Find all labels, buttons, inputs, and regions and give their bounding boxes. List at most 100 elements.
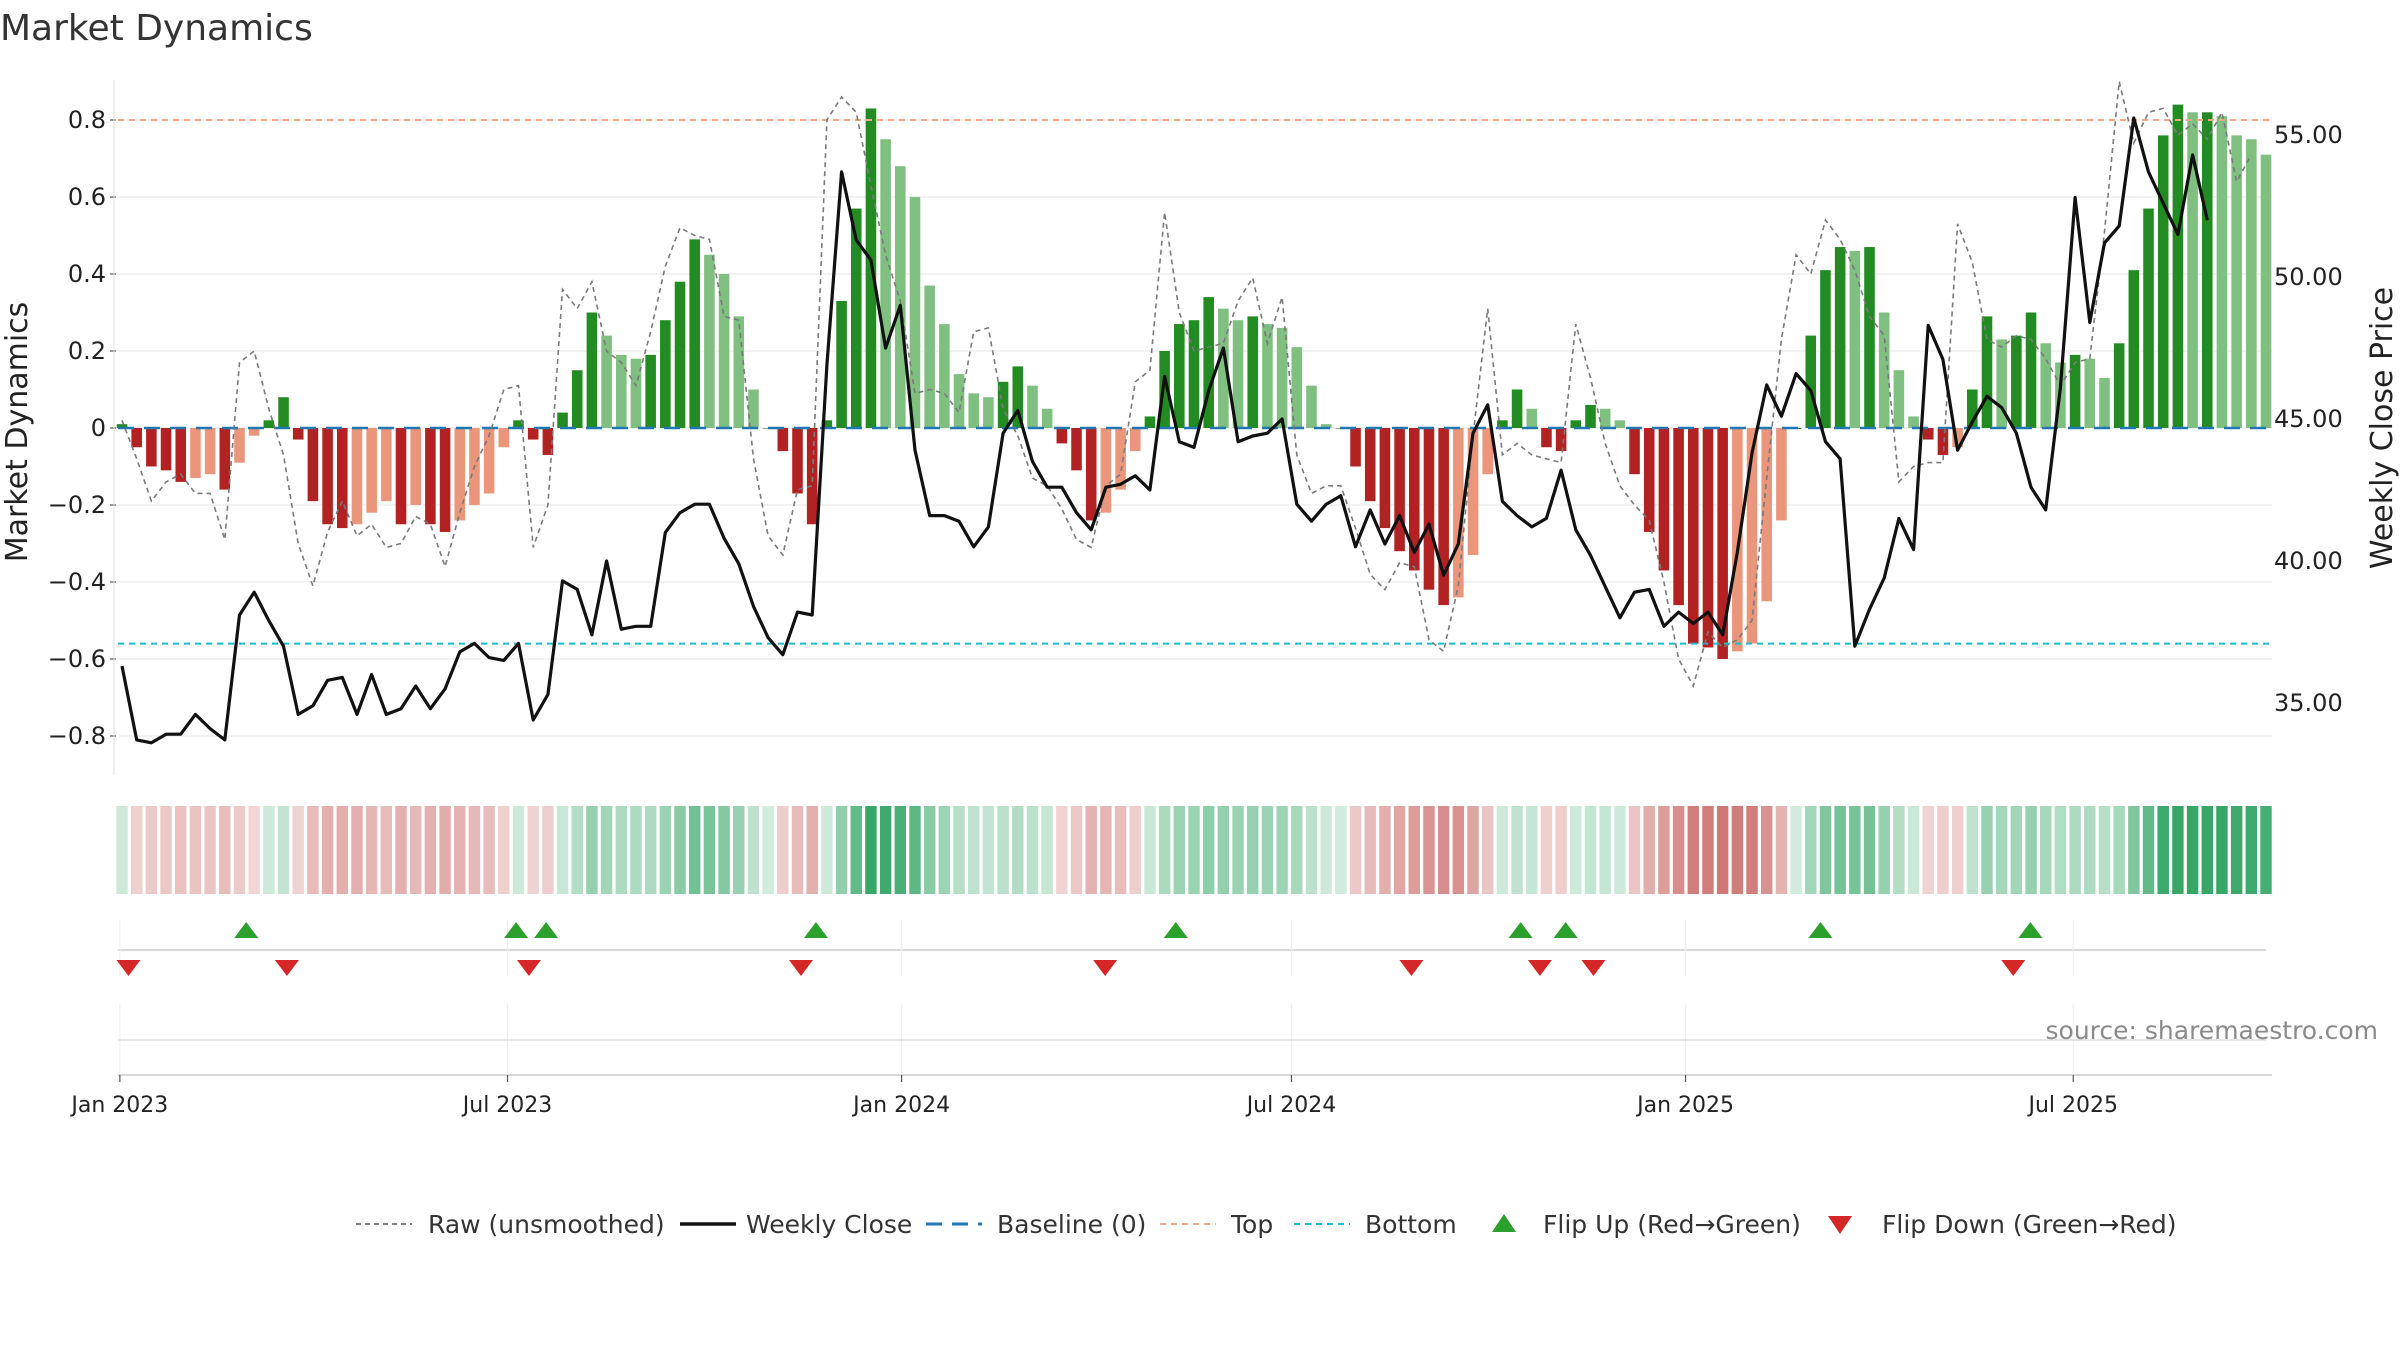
dynamics-bar xyxy=(1085,428,1097,521)
strip-cell xyxy=(189,806,202,894)
right-y-ticks: 55.00 50.00 45.00 40.00 35.00 xyxy=(2274,121,2343,717)
strip-cell xyxy=(1966,806,1979,894)
dynamics-bar xyxy=(718,274,730,428)
x-tick-label: Jan 2024 xyxy=(851,1093,950,1118)
dynamics-bar xyxy=(1350,428,1361,467)
strip-cell xyxy=(2039,806,2052,894)
dynamics-bar xyxy=(1688,428,1699,644)
x-tick-label: Jul 2024 xyxy=(1245,1093,1337,1118)
strip-cell xyxy=(2054,806,2067,894)
x-tick-label: Jan 2025 xyxy=(1635,1093,1734,1118)
strip-cell xyxy=(2245,806,2258,894)
strip-cell xyxy=(1834,806,1846,894)
strip-cell xyxy=(909,806,921,894)
dynamics-bar xyxy=(1526,408,1538,428)
strip-cell xyxy=(923,806,936,894)
strip-cell xyxy=(498,806,510,894)
dynamics-bar xyxy=(292,428,304,440)
legend-label: Flip Up (Red→Green) xyxy=(1543,1210,1801,1239)
strip-cell xyxy=(1261,806,1274,894)
strip-cell xyxy=(1349,806,1362,894)
dynamics-bar xyxy=(2231,135,2242,428)
right-y-axis-label: Weekly Close Price xyxy=(2365,287,2400,569)
dynamics-bar xyxy=(351,428,363,525)
strip-cell xyxy=(879,806,892,894)
strip-cell xyxy=(865,806,877,894)
flip-up-marker xyxy=(534,922,559,938)
dynamics-bar xyxy=(395,428,407,525)
dynamics-bar xyxy=(263,420,275,428)
strip-cell xyxy=(2260,806,2272,894)
strip-cell xyxy=(600,806,613,894)
strip-cell xyxy=(791,806,804,894)
legend-label: Bottom xyxy=(1365,1210,1457,1239)
strip-cell xyxy=(336,806,349,894)
dynamics-bar xyxy=(806,428,818,525)
strip-cell xyxy=(130,806,143,894)
dynamics-bar xyxy=(645,354,656,428)
dynamics-bar xyxy=(704,254,715,428)
dynamics-bar xyxy=(204,428,216,475)
strip-cell xyxy=(556,806,569,894)
left-y-ticks: 0.8 0.6 0.4 0.2 0 −0.2 −0.4 −0.6 −0.8 xyxy=(48,80,116,775)
flip-down-marker xyxy=(1399,960,1424,976)
dynamics-bar xyxy=(1012,366,1024,428)
dynamics-bar xyxy=(2260,154,2272,428)
strip-cell xyxy=(1555,806,1567,894)
strip-cell xyxy=(953,806,965,894)
strip-cell xyxy=(1760,806,1773,894)
dynamics-bar xyxy=(1482,428,1493,475)
dynamics-bar xyxy=(219,428,231,490)
dynamics-bar xyxy=(2216,116,2228,429)
strip-cell xyxy=(1247,806,1259,894)
strip-cell xyxy=(982,806,995,894)
legend-label: Top xyxy=(1230,1210,1273,1239)
dynamics-bar xyxy=(748,389,759,428)
strip-cell xyxy=(204,806,216,894)
source-credit: source: sharemaestro.com xyxy=(2046,1016,2379,1045)
strip-cell xyxy=(2098,806,2111,894)
flip-down-marker xyxy=(274,960,299,976)
strip-cell xyxy=(439,806,451,894)
strip-cell xyxy=(2230,806,2243,894)
strip-cell xyxy=(248,806,260,894)
legend-label: Baseline (0) xyxy=(997,1210,1146,1239)
strip-cell xyxy=(307,806,319,894)
dynamics-bar xyxy=(895,166,906,428)
dynamics-bar xyxy=(1967,389,1978,428)
dynamics-bar xyxy=(630,358,642,428)
strip-cell xyxy=(1158,806,1171,894)
dynamics-bar xyxy=(983,397,994,428)
dynamics-bar xyxy=(1555,428,1567,452)
dynamics-bar xyxy=(1320,424,1332,428)
strip-cell xyxy=(321,806,334,894)
strip-cell xyxy=(468,806,481,894)
flip-up-marker xyxy=(1808,922,1833,938)
strip-cell xyxy=(1540,806,1553,894)
strip-cell xyxy=(586,806,598,894)
dynamics-bar xyxy=(2201,112,2213,429)
dynamics-bar xyxy=(968,393,980,428)
legend-item-top: Top xyxy=(1160,1210,1273,1239)
strip-cell xyxy=(1026,806,1039,894)
strip-cell xyxy=(1951,806,1964,894)
strip-cell xyxy=(1614,806,1626,894)
strip-cell xyxy=(1100,806,1112,894)
dynamics-bar xyxy=(1188,320,1200,428)
strip-cell xyxy=(835,806,848,894)
dynamics-bar xyxy=(336,428,348,529)
dynamics-bar xyxy=(2246,139,2257,428)
strip-cell xyxy=(1907,806,1920,894)
strip-cell xyxy=(894,806,907,894)
dynamics-bar xyxy=(1570,420,1582,428)
dynamics-bar xyxy=(880,139,891,428)
strip-cell xyxy=(2113,806,2125,894)
dynamics-bar xyxy=(1144,416,1156,428)
dynamics-bar xyxy=(160,428,172,471)
strip-cell xyxy=(1570,806,1582,894)
dynamics-bar xyxy=(2172,104,2184,428)
dynamics-bar xyxy=(850,208,862,428)
dynamics-bar xyxy=(1761,428,1772,602)
dynamics-bar xyxy=(498,428,510,448)
